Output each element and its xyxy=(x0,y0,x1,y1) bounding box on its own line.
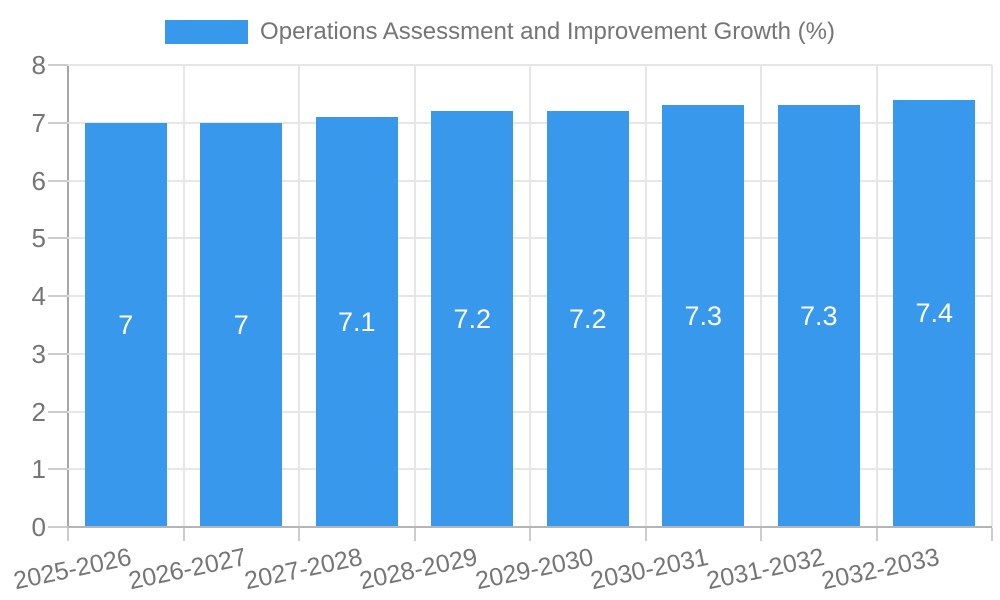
x-tick-mark xyxy=(760,528,762,541)
y-tick-label: 3 xyxy=(31,338,46,369)
bar-value-label: 7.1 xyxy=(337,306,376,337)
x-tick-mark xyxy=(991,528,993,541)
x-tick-mark xyxy=(413,528,416,541)
v-gridline xyxy=(298,65,300,527)
y-tick-label: 7 xyxy=(31,107,46,138)
bar-value-label: 7 xyxy=(118,309,134,340)
bar-value-label: 7.2 xyxy=(453,304,492,335)
v-gridline xyxy=(644,65,647,527)
bar-value-label: 7.3 xyxy=(799,301,838,332)
y-tick-mark xyxy=(48,237,68,240)
bar-2026-2027[interactable]: 7 xyxy=(200,122,283,527)
y-tick-label: 4 xyxy=(31,281,46,311)
legend-swatch xyxy=(165,20,249,44)
x-tick-mark xyxy=(182,528,185,541)
bar-value-label: 7 xyxy=(233,309,249,340)
x-tick-mark xyxy=(298,528,300,541)
bar-2029-2030[interactable]: 7.2 xyxy=(546,111,629,527)
chart-legend[interactable]: Operations Assessment and Improvement Gr… xyxy=(0,18,1000,46)
y-axis-line xyxy=(67,65,69,541)
y-tick-label: 6 xyxy=(31,165,46,196)
bar-2032-2033[interactable]: 7.4 xyxy=(893,99,976,527)
y-tick-mark xyxy=(48,179,68,182)
v-gridline xyxy=(413,65,416,527)
y-tick-mark xyxy=(48,410,68,413)
y-tick-mark xyxy=(48,121,68,124)
y-tick-label: 2 xyxy=(31,396,46,427)
bar-2030-2031[interactable]: 7.3 xyxy=(662,105,745,527)
plot-area: 7 7 7.1 7.2 7.2 7.3 7.3 7.4 xyxy=(68,64,993,528)
x-tick-mark xyxy=(67,528,69,541)
x-tick-mark xyxy=(529,528,531,541)
bar-2028-2029[interactable]: 7.2 xyxy=(431,111,514,527)
bar-value-label: 7.4 xyxy=(915,298,954,329)
y-tick-label: 1 xyxy=(31,454,46,485)
bar-value-label: 7.3 xyxy=(684,301,723,332)
v-gridline xyxy=(760,65,762,527)
y-tick-mark xyxy=(48,526,68,528)
y-tick-label: 0 xyxy=(31,512,46,542)
bar-2025-2026[interactable]: 7 xyxy=(84,122,167,527)
v-gridline xyxy=(991,65,993,527)
x-tick-mark xyxy=(644,528,647,541)
bar-value-label: 7.2 xyxy=(568,304,607,335)
v-gridline xyxy=(182,65,185,527)
y-tick-mark xyxy=(48,468,68,471)
y-tick-mark xyxy=(48,64,68,66)
v-gridline xyxy=(529,65,531,527)
y-tick-mark xyxy=(48,295,68,297)
y-tick-label: 8 xyxy=(31,50,46,80)
bar-2027-2028[interactable]: 7.1 xyxy=(315,116,398,527)
x-axis-line xyxy=(68,526,992,528)
bar-2031-2032[interactable]: 7.3 xyxy=(777,105,860,527)
x-tick-mark xyxy=(875,528,878,541)
y-tick-label: 5 xyxy=(31,223,46,254)
y-tick-mark xyxy=(48,352,68,355)
v-gridline xyxy=(875,65,878,527)
legend-label: Operations Assessment and Improvement Gr… xyxy=(260,18,835,45)
